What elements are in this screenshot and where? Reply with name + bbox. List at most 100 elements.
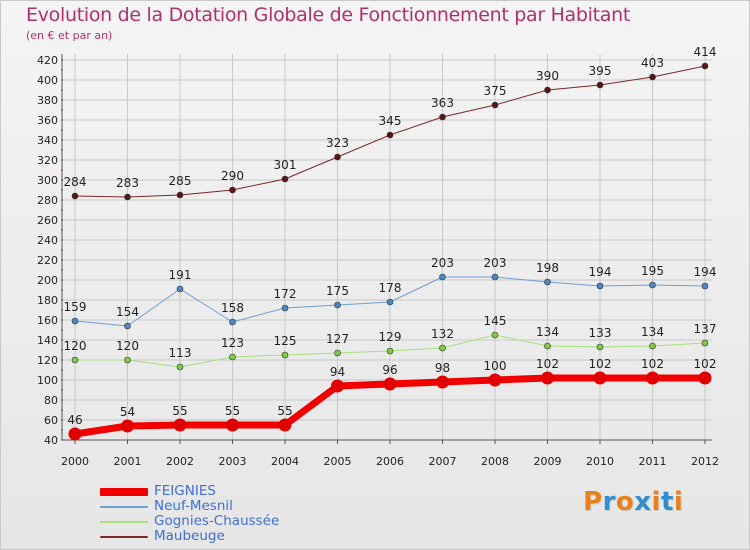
y-tick-label: 320 (37, 154, 58, 167)
x-tick-label: 2006 (376, 455, 404, 468)
data-point-feignies (593, 371, 607, 385)
y-tick-label: 240 (37, 234, 58, 247)
y-tick-label: 260 (37, 214, 58, 227)
legend: FEIGNIES Neuf-Mesnil Gognies-Chaussée Maube… (100, 484, 279, 544)
data-point-neuf-mesnil (281, 304, 289, 312)
data-label-neuf-mesnil: 154 (116, 305, 139, 319)
data-point-feignies (68, 427, 82, 441)
legend-swatch (100, 520, 148, 523)
data-point-feignies (488, 373, 502, 387)
brand-letter: x (634, 487, 652, 517)
data-label-gognies-chauss-e: 134 (641, 325, 664, 339)
data-label-maubeuge: 390 (536, 69, 559, 83)
data-point-neuf-mesnil (124, 322, 131, 330)
data-label-maubeuge: 395 (589, 64, 612, 78)
chart-subtitle: (en € et par an) (26, 29, 113, 42)
legend-swatch (100, 487, 148, 496)
data-point-gognies-chauss-e (334, 349, 341, 357)
data-label-feignies: 94 (330, 365, 345, 379)
data-point-gognies-chauss-e (386, 347, 394, 355)
data-label-neuf-mesnil: 158 (221, 301, 244, 315)
data-label-maubeuge: 301 (274, 158, 297, 172)
data-label-neuf-mesnil: 195 (641, 264, 664, 278)
data-label-gognies-chauss-e: 123 (221, 336, 244, 350)
data-point-neuf-mesnil (649, 281, 656, 289)
y-tick-label: 400 (37, 74, 58, 87)
x-tick-label: 2007 (429, 455, 457, 468)
y-tick-label: 280 (37, 194, 58, 207)
data-label-maubeuge: 323 (326, 136, 349, 150)
data-point-neuf-mesnil (439, 273, 446, 281)
data-point-maubeuge (124, 193, 131, 201)
legend-label: Neuf-Mesnil (154, 498, 233, 514)
data-label-neuf-mesnil: 194 (694, 265, 717, 279)
data-label-neuf-mesnil: 198 (536, 261, 559, 275)
legend-item-gognies-chauss-e: Gognies-Chaussée (100, 514, 279, 529)
y-tick-label: 160 (37, 314, 58, 327)
brand-letter: i (673, 487, 684, 517)
data-point-gognies-chauss-e (649, 342, 656, 350)
data-point-feignies (541, 371, 554, 385)
data-point-maubeuge (386, 131, 394, 139)
data-label-feignies: 46 (67, 413, 82, 427)
data-label-feignies: 102 (694, 357, 717, 371)
data-point-gognies-chauss-e (544, 342, 551, 350)
data-label-maubeuge: 403 (641, 56, 664, 70)
data-label-maubeuge: 414 (694, 45, 717, 59)
data-point-neuf-mesnil (71, 317, 79, 325)
legend-label: Maubeuge (154, 528, 225, 544)
data-point-maubeuge (701, 62, 709, 70)
x-tick-label: 2008 (481, 455, 509, 468)
data-point-maubeuge (229, 186, 236, 194)
data-label-feignies: 54 (120, 405, 135, 419)
data-point-gognies-chauss-e (439, 344, 446, 352)
data-point-feignies (698, 371, 712, 385)
x-tick-label: 2003 (219, 455, 247, 468)
data-point-gognies-chauss-e (124, 356, 131, 364)
data-label-maubeuge: 363 (431, 96, 454, 110)
brand-letter: i (651, 487, 661, 517)
y-tick-label: 220 (37, 254, 58, 267)
data-label-feignies: 102 (641, 357, 664, 371)
data-label-maubeuge: 375 (484, 84, 507, 98)
data-label-gognies-chauss-e: 132 (431, 327, 454, 341)
data-point-maubeuge (439, 113, 446, 121)
data-label-gognies-chauss-e: 134 (536, 325, 559, 339)
data-point-maubeuge (71, 192, 79, 200)
data-label-gognies-chauss-e: 127 (326, 332, 349, 346)
x-tick-label: 2012 (691, 455, 719, 468)
data-point-gognies-chauss-e (701, 339, 709, 347)
y-tick-label: 420 (37, 54, 58, 67)
data-label-neuf-mesnil: 172 (274, 287, 297, 301)
y-tick-label: 40 (44, 434, 58, 447)
chart-title: Evolution de la Dotation Globale de Fonc… (26, 4, 631, 26)
data-label-gognies-chauss-e: 137 (694, 322, 717, 336)
data-label-maubeuge: 283 (116, 176, 139, 190)
data-point-maubeuge (281, 175, 289, 183)
brand-logo: Proxiti (583, 487, 683, 517)
data-point-maubeuge (334, 153, 341, 161)
data-point-feignies (173, 418, 187, 432)
data-label-feignies: 55 (172, 404, 187, 418)
data-point-gognies-chauss-e (229, 353, 236, 361)
data-label-maubeuge: 290 (221, 169, 244, 183)
data-label-maubeuge: 345 (379, 114, 402, 128)
x-tick-label: 2010 (586, 455, 614, 468)
data-label-neuf-mesnil: 203 (431, 256, 454, 270)
x-tick-label: 2001 (114, 455, 142, 468)
data-point-feignies (383, 377, 397, 391)
data-label-gognies-chauss-e: 145 (484, 314, 507, 328)
x-tick-label: 2011 (639, 455, 667, 468)
legend-label: Gognies-Chaussée (154, 513, 280, 529)
data-point-neuf-mesnil (386, 298, 394, 306)
data-point-neuf-mesnil (596, 282, 604, 290)
data-point-neuf-mesnil (229, 318, 236, 326)
data-label-gognies-chauss-e: 120 (116, 339, 139, 353)
x-tick-label: 2004 (271, 455, 299, 468)
legend-item-neuf-mesnil: Neuf-Mesnil (100, 499, 279, 514)
x-tick-label: 2000 (61, 455, 89, 468)
data-point-gognies-chauss-e (71, 356, 79, 364)
y-tick-label: 100 (37, 374, 58, 387)
data-point-feignies (646, 371, 659, 385)
data-label-feignies: 96 (382, 363, 397, 377)
